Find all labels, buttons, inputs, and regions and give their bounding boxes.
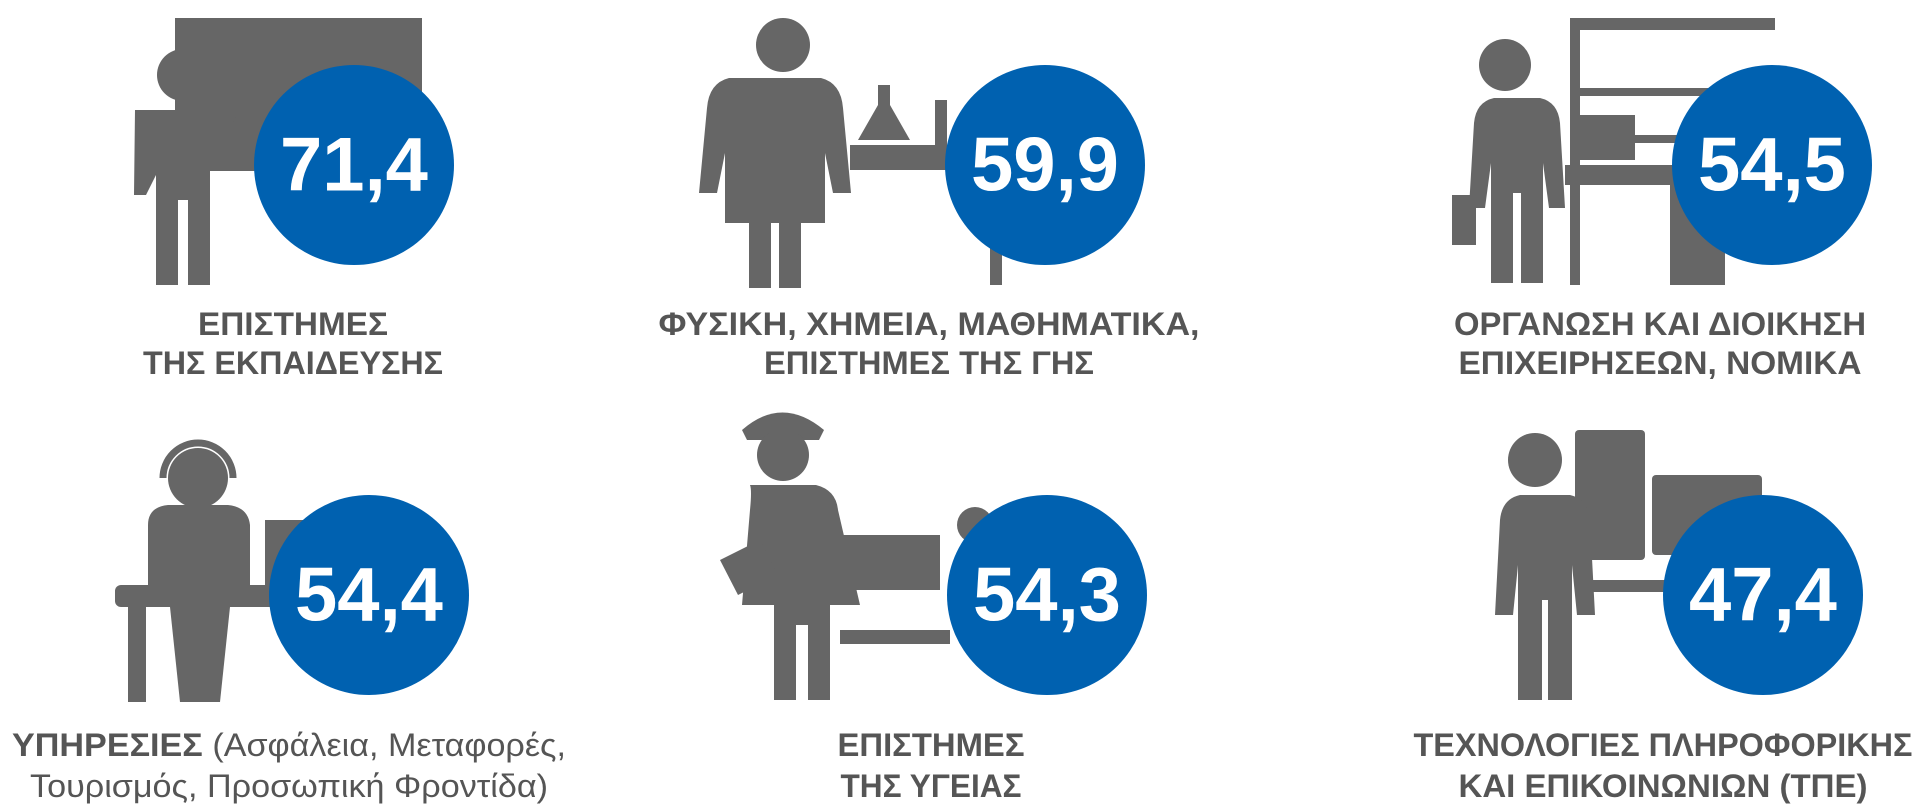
value-circle bbox=[1663, 495, 1863, 695]
label-line: ΕΠΙΧΕΙΡΗΣΕΩΝ, ΝΟΜΙΚΑ bbox=[1459, 345, 1862, 381]
label-lead: ΥΠΗΡΕΣΙΕΣ bbox=[12, 727, 203, 763]
value-circle bbox=[947, 495, 1147, 695]
label-line: ΥΠΗΡΕΣΙΕΣ (Ασφάλεια, Μεταφορές, bbox=[12, 727, 566, 763]
value: 54,3 bbox=[973, 553, 1121, 638]
label-line: ΕΠΙΣΤΗΜΕΣ bbox=[838, 727, 1025, 763]
nurse-icon bbox=[720, 412, 993, 700]
label-line: ΟΡΓΑΝΩΣΗ ΚΑΙ ΔΙΟΙΚΗΣΗ bbox=[1454, 306, 1866, 342]
value-circle bbox=[1672, 65, 1872, 265]
label-line: ΤΕΧΝΟΛΟΓΙΕΣ ΠΛΗΡΟΦΟΡΙΚΗΣ bbox=[1414, 727, 1913, 763]
label-line: ΕΠΙΣΤΗΜΕΣ ΤΗΣ ΓΗΣ bbox=[764, 345, 1094, 381]
value-circle bbox=[945, 65, 1145, 265]
value-circle bbox=[254, 65, 454, 265]
value: 54,5 bbox=[1698, 123, 1846, 208]
value-circle bbox=[269, 495, 469, 695]
label-note: (Ασφάλεια, Μεταφορές, bbox=[212, 727, 566, 763]
value: 59,9 bbox=[971, 123, 1119, 208]
it-icon bbox=[1495, 430, 1762, 700]
value: 71,4 bbox=[280, 123, 428, 208]
label-line: ΤΗΣ ΥΓΕΙΑΣ bbox=[841, 768, 1022, 804]
label-line: ΤΗΣ ΕΚΠΑΙΔΕΥΣΗΣ bbox=[143, 345, 443, 381]
value: 54,4 bbox=[295, 553, 443, 638]
label-line: ΦΥΣΙΚΗ, ΧΗΜΕΙΑ, ΜΑΘΗΜΑΤΙΚΑ, bbox=[659, 306, 1200, 342]
label-line: ΕΠΙΣΤΗΜΕΣ bbox=[198, 306, 388, 342]
label-line: Τουρισμός, Προσωπική Φροντίδα) bbox=[30, 768, 548, 804]
label-line: ΚΑΙ ΕΠΙΚΟΙΝΩΝΙΩΝ (ΤΠΕ) bbox=[1459, 768, 1868, 804]
value: 47,4 bbox=[1689, 553, 1837, 638]
